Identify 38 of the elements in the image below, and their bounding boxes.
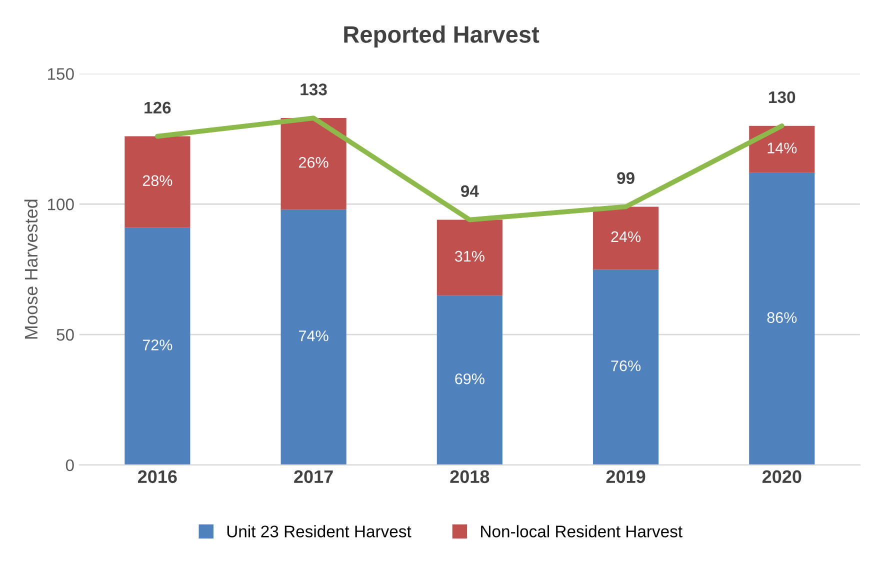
annotation: 31%	[454, 250, 484, 262]
x-tick-label: 2018	[450, 470, 490, 484]
x-tick-label: 2019	[606, 470, 646, 484]
bar	[749, 126, 815, 173]
bar	[436, 295, 502, 465]
bar	[280, 209, 346, 465]
bar	[592, 206, 659, 270]
y-tick-label: 50	[56, 328, 74, 341]
data-label: 130	[769, 91, 796, 104]
annotation: 24%	[611, 231, 641, 242]
y-tick-label: 0	[66, 459, 74, 472]
bar	[124, 228, 190, 465]
x-tick-label: 2020	[762, 470, 802, 484]
annotation: 28%	[142, 175, 172, 186]
legend-label: Unit 23 Resident Harvest	[227, 525, 412, 538]
data-label: 99	[617, 172, 634, 184]
annotation: 72%	[142, 340, 172, 350]
y-tick-label: 100	[48, 198, 74, 210]
annotation: 86%	[767, 312, 797, 323]
legend-label: Non-local Resident Harvest	[481, 525, 682, 538]
y-axis-title: Moose Harvested	[24, 200, 38, 339]
data-label: 94	[460, 185, 479, 198]
annotation: 69%	[455, 373, 484, 384]
x-tick-label: 2017	[294, 470, 333, 484]
annotation: 76%	[611, 360, 641, 372]
annotation: 26%	[299, 156, 328, 168]
annotation: 74%	[299, 330, 328, 342]
bar	[436, 220, 502, 296]
x-tick-label: 2016	[138, 470, 177, 484]
bar	[280, 118, 346, 210]
data-label: 133	[300, 84, 327, 96]
chart-title: Reported Harvest	[344, 26, 540, 48]
bar	[749, 172, 815, 465]
y-tick-label: 150	[48, 68, 74, 80]
bar	[124, 136, 190, 228]
bar	[592, 269, 659, 465]
data-label: 126	[144, 102, 171, 114]
annotation: 14%	[768, 142, 797, 154]
